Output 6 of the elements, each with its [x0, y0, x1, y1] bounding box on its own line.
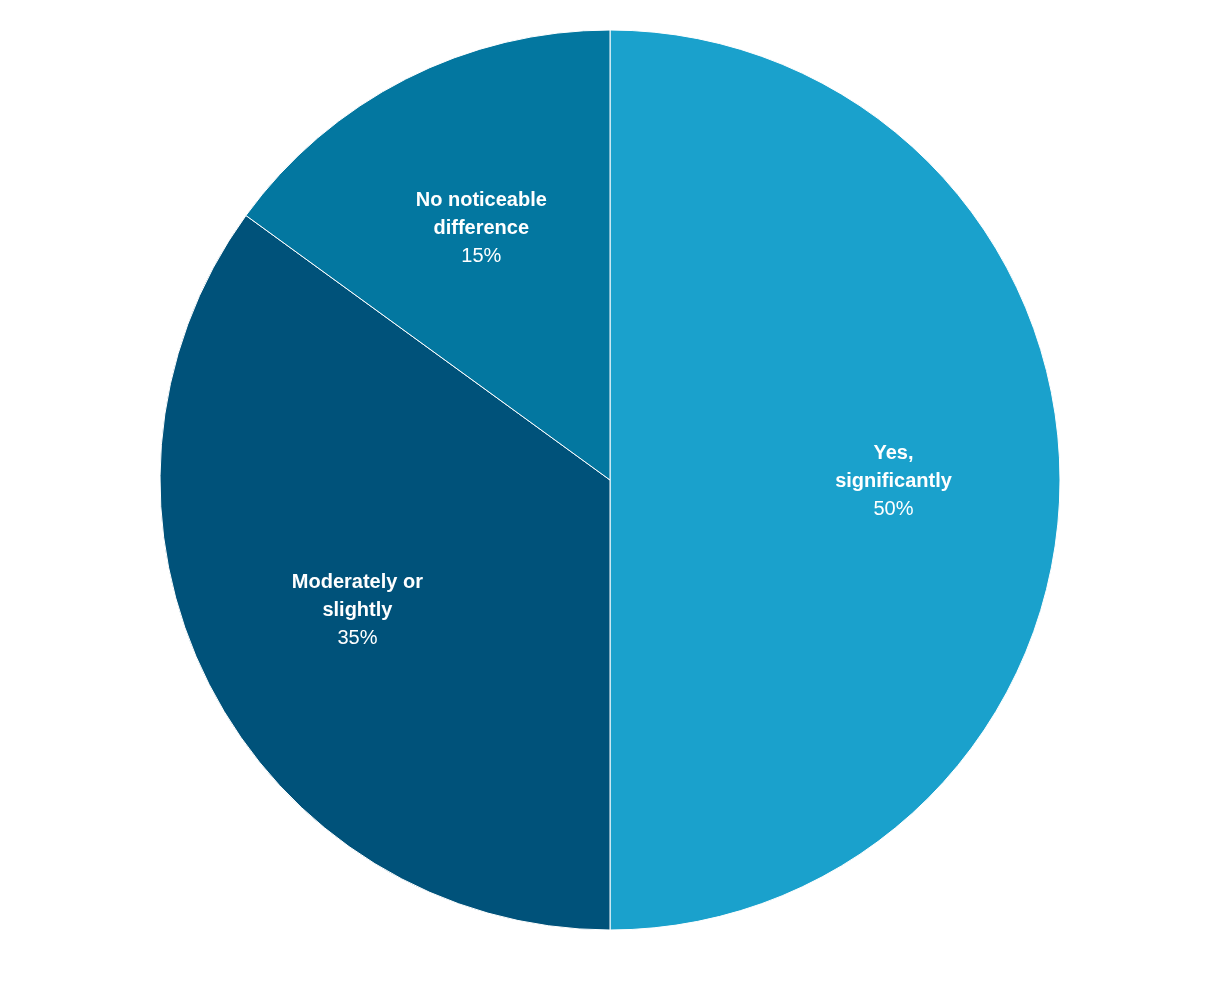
data-label: 15% — [461, 244, 502, 267]
slice-label: Moderately or slightly — [291, 569, 424, 620]
slice-label: Yes, significantly — [835, 441, 953, 491]
data-label: 50% — [873, 497, 914, 519]
data-label: 35% — [337, 625, 378, 648]
slice-label: No noticeable difference — [415, 188, 547, 239]
